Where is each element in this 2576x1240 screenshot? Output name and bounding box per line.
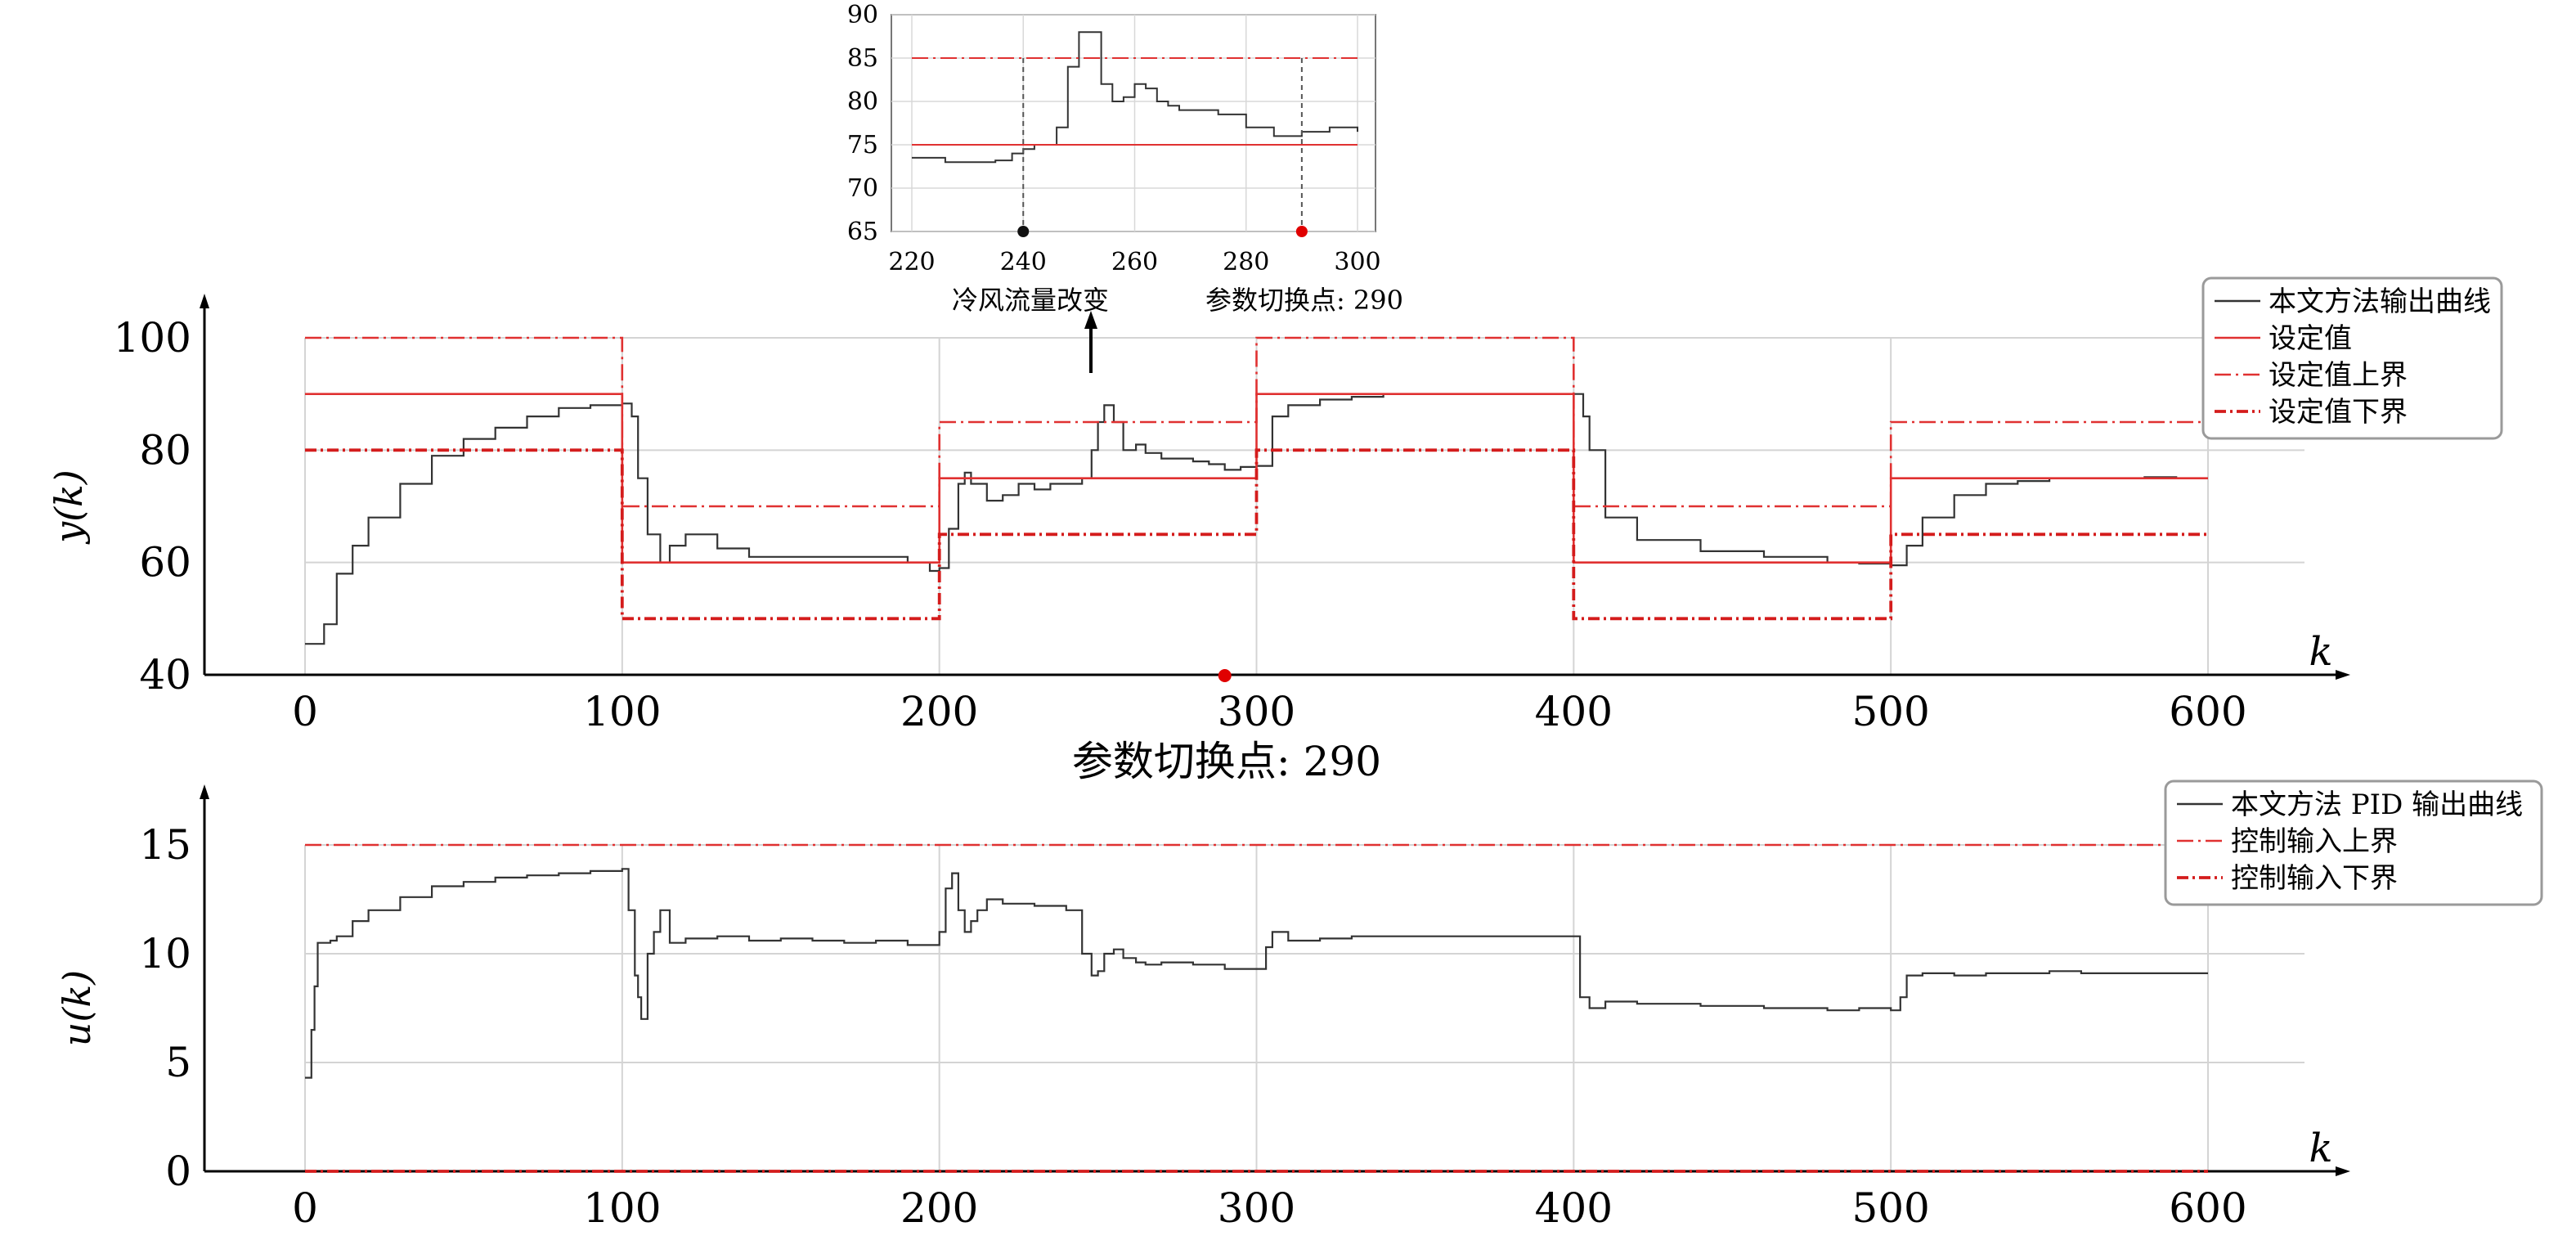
switch-point-label: 参数切换点: 290 [1072, 738, 1381, 785]
x-tick-label: 200 [900, 688, 978, 735]
inset-y-tick-label: 90 [847, 1, 878, 29]
legend-label-2: 设定值上界 [2269, 359, 2408, 392]
x-tick-label: 200 [900, 1184, 978, 1232]
inset-x-tick-label: 260 [1111, 248, 1158, 276]
legend-label-1: 设定值 [2269, 322, 2352, 355]
y-tick-label: 5 [165, 1039, 191, 1086]
inset-series-line-0 [912, 31, 1358, 164]
x-tick-label: 500 [1851, 688, 1929, 735]
x-axis-arrow [2336, 670, 2350, 680]
x-tick-label: 300 [1218, 688, 1295, 735]
y-tick-label: 60 [139, 539, 191, 586]
inset-frame [891, 14, 1376, 232]
x-tick-label: 400 [1535, 1184, 1613, 1232]
x-axis-label: k [2309, 1125, 2332, 1171]
y-axis-label: y(k) [47, 469, 91, 545]
y-tick-label: 0 [165, 1148, 191, 1195]
legend-box [2164, 779, 2543, 906]
legend-label-2: 控制输入下界 [2231, 862, 2398, 895]
inset-x-tick-label: 300 [1334, 248, 1380, 276]
inset-x-tick-label: 240 [1000, 248, 1047, 276]
series-line-0 [305, 393, 2208, 645]
x-axis-label: k [2309, 629, 2332, 675]
y-axis-label: u(k) [55, 970, 99, 1046]
inset-chart: 220 240 260 280 300 65 70 75 80 85 90 冷风流量改变 参数切换点: … [847, 1, 1403, 316]
legend-label-3: 设定值下界 [2269, 396, 2408, 429]
legend-label-0: 本文方法 PID 输出曲线 [2231, 788, 2523, 821]
y-tick-label: 15 [139, 821, 191, 869]
y-axis-arrow [200, 294, 209, 308]
y-tick-label: 40 [139, 651, 191, 699]
x-tick-label: 0 [292, 688, 318, 735]
series-line-2 [305, 336, 2208, 508]
inset-x-tick-label: 220 [888, 248, 935, 276]
annotation-arrow-head [1084, 311, 1097, 329]
inset-point-marker-0 [1017, 226, 1030, 237]
x-tick-label: 0 [292, 1184, 318, 1232]
y-axis-arrow [200, 784, 209, 799]
series-line-0 [305, 868, 2208, 1079]
x-tick-label: 100 [583, 688, 661, 735]
inset-annotation-switch: 参数切换点: 290 [1205, 285, 1403, 316]
x-tick-label: 600 [2169, 1184, 2246, 1232]
series-line-3 [305, 448, 2208, 621]
x-tick-label: 500 [1851, 1184, 1929, 1232]
inset-y-tick-label: 85 [847, 44, 878, 73]
x-tick-label: 400 [1535, 688, 1613, 735]
y-tick-label: 80 [139, 426, 191, 474]
inset-point-marker-1 [1295, 226, 1308, 237]
inset-y-tick-label: 75 [847, 131, 878, 159]
inset-annotation-airflow: 冷风流量改变 [952, 285, 1109, 316]
u-chart: 0 100 200 300 400 500 600 0 5 10 15 k u(k) 本文方法 PID 输… [55, 779, 2543, 1232]
y-chart: 0 100 200 300 400 500 600 40 60 80 100 k y(k) 本文方法输出曲… [47, 276, 2503, 785]
y-tick-label: 10 [139, 930, 191, 977]
inset-y-tick-label: 70 [847, 174, 878, 203]
y-tick-label: 100 [114, 314, 191, 362]
x-tick-label: 300 [1218, 1184, 1295, 1232]
legend-label-1: 控制输入上界 [2231, 825, 2398, 858]
x-tick-label: 100 [583, 1184, 661, 1232]
inset-y-tick-label: 80 [847, 88, 878, 116]
inset-y-tick-label: 65 [847, 218, 878, 246]
legend-box [2201, 276, 2503, 440]
inset-x-tick-label: 280 [1223, 248, 1269, 276]
legend-label-0: 本文方法输出曲线 [2269, 285, 2491, 318]
x-tick-label: 600 [2169, 688, 2246, 735]
switch-point-marker [1218, 669, 1232, 682]
x-axis-arrow [2336, 1166, 2350, 1176]
